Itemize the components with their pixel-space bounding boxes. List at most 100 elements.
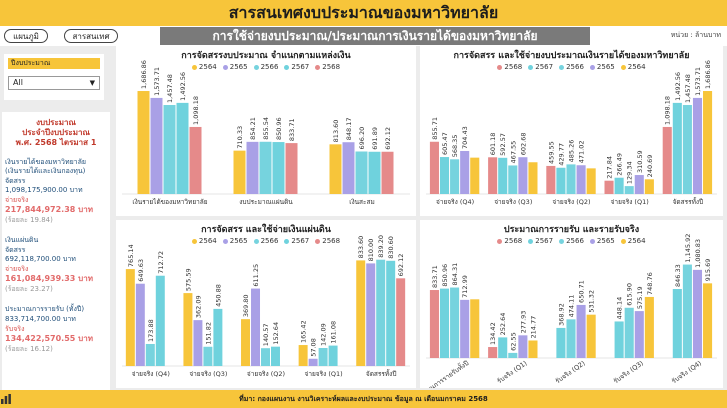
bar-2564-1[interactable] (528, 340, 538, 358)
bar-2567-3[interactable] (614, 321, 624, 358)
bar-2565-4[interactable] (366, 263, 376, 366)
bar-2566-3[interactable] (624, 186, 634, 194)
bar-2564-1[interactable] (528, 162, 538, 194)
bar-2564-0[interactable] (137, 91, 150, 194)
bar-2564-3[interactable] (644, 179, 654, 194)
legend-item-2568[interactable]: 2568 (497, 236, 522, 246)
bar-2564-4[interactable] (356, 260, 366, 366)
bar-2564-2[interactable] (586, 168, 596, 194)
bar-2567-0[interactable] (439, 157, 450, 194)
legend-item-2564[interactable]: 2564 (191, 236, 217, 246)
bar-2565-3[interactable] (634, 311, 644, 358)
legend-item-2567[interactable]: 2567 (528, 236, 553, 246)
bar-2565-0[interactable] (135, 283, 145, 366)
bar-2565-4[interactable] (692, 97, 703, 194)
bar-2568-0[interactable] (429, 290, 439, 358)
year-filter-select[interactable]: All ▼ (8, 76, 100, 90)
bar-2564-3[interactable] (644, 296, 654, 358)
legend-item-2566[interactable]: 2566 (253, 62, 278, 72)
bar-2565-4[interactable] (692, 269, 703, 358)
bar-2568-1[interactable] (488, 157, 498, 194)
legend-item-2564[interactable]: 2564 (191, 62, 217, 72)
bar-2568-2[interactable] (546, 165, 556, 194)
bar-2564-4[interactable] (703, 283, 713, 358)
bar-2566-0[interactable] (163, 105, 176, 194)
bar-2565-1[interactable] (193, 320, 203, 366)
bar-2567-2[interactable] (556, 327, 566, 358)
bar-2567-1[interactable] (272, 142, 285, 194)
bar-2565-2[interactable] (576, 165, 586, 194)
bar-2567-1[interactable] (498, 157, 508, 194)
bar-2565-0[interactable] (460, 150, 470, 194)
bar-2568-1[interactable] (285, 143, 298, 194)
bar-2568-2[interactable] (381, 151, 394, 194)
legend-item-2568[interactable]: 2568 (315, 62, 340, 72)
bar-2564-2[interactable] (586, 314, 596, 358)
bar-2568-4[interactable] (662, 126, 672, 194)
bar-2568-4[interactable] (396, 278, 406, 366)
bar-2564-1[interactable] (183, 293, 193, 366)
bar-2565-2[interactable] (576, 304, 586, 358)
bar-2567-1[interactable] (498, 337, 508, 358)
bar-2565-0[interactable] (460, 299, 470, 358)
powerbi-icon[interactable] (0, 393, 12, 405)
bar-2567-3[interactable] (614, 177, 624, 194)
legend-item-2566[interactable]: 2566 (253, 236, 278, 246)
bar-2564-4[interactable] (703, 91, 713, 194)
bar-2565-3[interactable] (634, 175, 644, 194)
bar-2568-3[interactable] (604, 180, 614, 194)
legend-item-2564[interactable]: 2564 (620, 62, 646, 72)
bar-2564-2[interactable] (329, 144, 342, 194)
tab-info[interactable]: สารสนเทศ (64, 29, 118, 43)
bar-2566-1[interactable] (203, 346, 213, 366)
bar-2566-1[interactable] (508, 165, 518, 194)
legend-item-2565[interactable]: 2565 (589, 236, 615, 246)
bar-2568-1[interactable] (488, 347, 498, 358)
bar-2566-2[interactable] (566, 164, 576, 194)
bar-2566-4[interactable] (682, 264, 692, 358)
legend-item-2565[interactable]: 2565 (222, 236, 248, 246)
bar-2566-0[interactable] (145, 343, 155, 366)
bar-2566-2[interactable] (355, 151, 368, 194)
bar-2566-3[interactable] (318, 348, 328, 366)
legend-item-2567[interactable]: 2567 (284, 62, 309, 72)
bar-2565-2[interactable] (342, 142, 355, 194)
bar-2566-1[interactable] (259, 141, 272, 194)
bar-2567-2[interactable] (270, 346, 280, 366)
bar-2567-3[interactable] (328, 345, 338, 366)
bar-2567-4[interactable] (386, 260, 396, 366)
legend-item-2568[interactable]: 2568 (315, 236, 340, 246)
bar-2564-2[interactable] (241, 319, 251, 366)
bar-2568-0[interactable] (189, 126, 202, 194)
bar-2567-2[interactable] (368, 151, 381, 194)
bar-2567-0[interactable] (176, 102, 189, 194)
bar-2567-0[interactable] (155, 275, 165, 366)
bar-2566-1[interactable] (508, 352, 518, 358)
legend-item-2567[interactable]: 2567 (284, 236, 309, 246)
legend-item-2566[interactable]: 2566 (559, 236, 584, 246)
bar-2567-2[interactable] (556, 167, 566, 194)
bar-2565-0[interactable] (150, 97, 163, 194)
legend-item-2565[interactable]: 2565 (589, 62, 615, 72)
bar-2564-0[interactable] (470, 157, 480, 194)
bar-2565-3[interactable] (308, 358, 318, 366)
bar-2567-4[interactable] (672, 102, 682, 194)
legend-item-2567[interactable]: 2567 (528, 62, 553, 72)
bar-2566-0[interactable] (450, 287, 460, 358)
legend-item-2564[interactable]: 2564 (620, 236, 646, 246)
bar-2567-0[interactable] (439, 288, 450, 358)
legend-item-2566[interactable]: 2566 (559, 62, 584, 72)
tab-dashboard[interactable]: แผนภูมิ (4, 29, 48, 43)
bar-2565-1[interactable] (518, 335, 528, 358)
bar-2565-1[interactable] (246, 141, 259, 194)
bar-2564-3[interactable] (298, 345, 308, 366)
bar-2566-4[interactable] (376, 259, 386, 366)
bar-2564-0[interactable] (125, 269, 135, 366)
bar-2564-1[interactable] (233, 150, 246, 194)
bar-2566-2[interactable] (261, 348, 270, 366)
bar-2566-0[interactable] (450, 159, 460, 194)
bar-2567-4[interactable] (672, 288, 682, 358)
bar-2566-4[interactable] (682, 105, 692, 194)
bar-2567-1[interactable] (213, 308, 223, 366)
legend-item-2565[interactable]: 2565 (222, 62, 248, 72)
